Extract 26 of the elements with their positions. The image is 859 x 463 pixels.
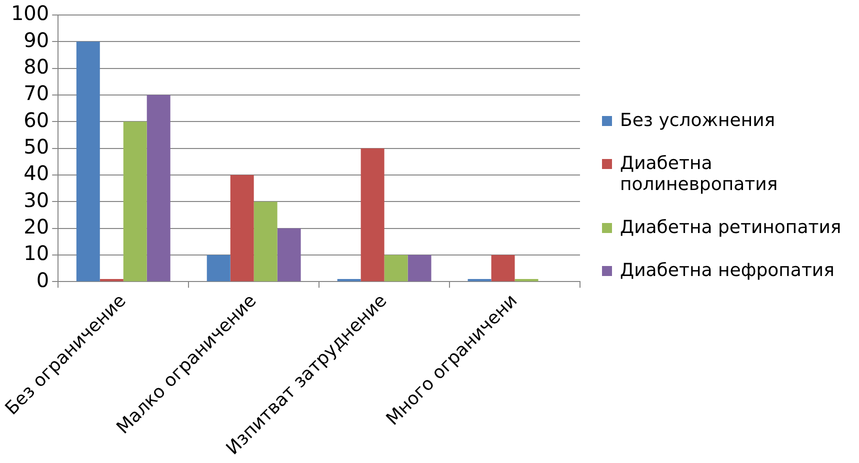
bar bbox=[360, 148, 384, 282]
bar bbox=[230, 175, 254, 282]
bar bbox=[254, 202, 278, 282]
bar bbox=[76, 42, 100, 282]
y-tick-label: 80 bbox=[24, 54, 50, 79]
bar bbox=[123, 122, 147, 282]
bar bbox=[277, 228, 301, 282]
bar bbox=[408, 255, 432, 282]
y-tick-label: 70 bbox=[24, 81, 50, 106]
legend-label: Диабетна ретинопатия bbox=[620, 217, 842, 238]
bar bbox=[206, 255, 230, 282]
y-tick-label: 90 bbox=[24, 28, 50, 52]
bar bbox=[146, 95, 170, 282]
legend-label: Диабетна полиневропатия bbox=[620, 153, 779, 195]
y-tick-label: 60 bbox=[24, 108, 50, 132]
y-tick-label: 40 bbox=[24, 161, 50, 186]
y-tick-label: 100 bbox=[10, 1, 50, 26]
y-tick-label: 50 bbox=[24, 134, 50, 159]
y-tick-label: 20 bbox=[24, 214, 50, 239]
y-tick-label: 0 bbox=[36, 268, 50, 292]
legend-label: Диабетна нефропатия bbox=[620, 260, 834, 281]
legend-label: Без усложнения bbox=[620, 110, 776, 131]
bar bbox=[491, 255, 515, 282]
bar bbox=[384, 255, 408, 282]
y-tick-label: 30 bbox=[24, 188, 50, 212]
y-tick-label: 10 bbox=[24, 241, 50, 266]
